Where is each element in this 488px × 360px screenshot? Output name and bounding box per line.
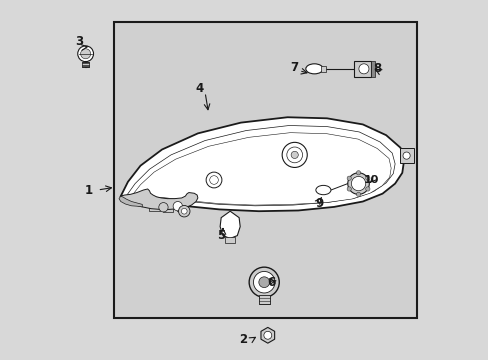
Bar [224,237,235,243]
Circle shape [358,64,368,74]
Circle shape [347,173,368,194]
Text: 3: 3 [75,35,82,49]
Ellipse shape [315,185,330,195]
Text: 10: 10 [364,175,379,185]
Bar [353,61,370,77]
Circle shape [356,171,360,175]
Circle shape [286,147,302,163]
Polygon shape [119,196,142,207]
Circle shape [81,49,90,59]
Bar [258,295,269,304]
Circle shape [206,172,222,188]
Circle shape [78,46,93,62]
Polygon shape [126,126,394,206]
Bar [163,204,173,212]
Bar [400,148,413,163]
Circle shape [346,176,351,180]
Polygon shape [220,211,240,238]
Polygon shape [121,117,403,211]
Circle shape [356,192,360,197]
Circle shape [282,142,306,167]
Circle shape [365,187,369,191]
Text: 1: 1 [84,184,92,197]
Circle shape [249,267,279,297]
Circle shape [264,331,271,339]
Ellipse shape [305,64,323,74]
Circle shape [159,203,168,212]
Circle shape [181,208,187,214]
Circle shape [178,206,190,217]
Polygon shape [131,133,390,205]
Circle shape [209,176,218,184]
Polygon shape [261,327,274,343]
Circle shape [402,152,409,159]
Bar [82,62,89,67]
Circle shape [253,271,274,293]
Text: 9: 9 [315,197,323,210]
Bar [370,61,374,77]
Circle shape [351,176,365,191]
Text: 2: 2 [238,333,246,346]
Text: 6: 6 [267,276,275,289]
Circle shape [290,151,298,158]
Bar [113,22,416,318]
Text: 5: 5 [217,229,225,242]
Text: 4: 4 [195,82,203,95]
Circle shape [365,176,369,180]
Circle shape [346,187,351,191]
Circle shape [173,202,182,211]
Polygon shape [121,189,198,210]
Text: 7: 7 [290,60,298,73]
Circle shape [258,277,269,288]
Bar [320,66,325,72]
Bar [177,203,188,211]
Bar [148,202,159,211]
Text: 8: 8 [372,62,381,75]
